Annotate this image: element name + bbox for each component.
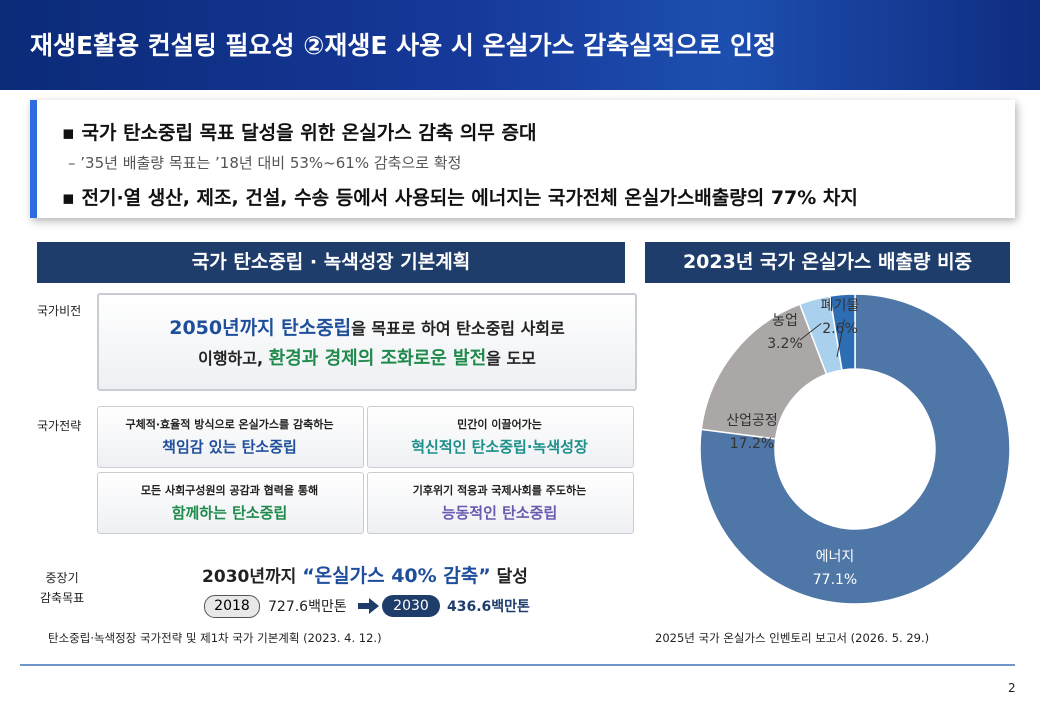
header-band [0, 0, 1040, 90]
row-label: 국가비전 [37, 304, 82, 318]
value-text: 436.6백만톤 [447, 599, 530, 615]
leader-line [836, 319, 845, 358]
vision-box [97, 293, 637, 391]
slice-value: 77.1% [813, 572, 857, 588]
section-title: 2023년 국가 온실가스 배출량 비중 [645, 242, 1010, 283]
donut-slice [699, 293, 1011, 605]
source: 탄소중립·녹색정장 국가전략 및 제1차 국가 기본계획 (2023. 4. 1… [48, 631, 382, 645]
slice-value: 2.6% [822, 321, 858, 337]
donut-slice [700, 303, 828, 440]
slice-label: 에너지 [816, 549, 855, 565]
slice-label: 폐기물 [821, 298, 860, 314]
vision-text: 2050년까지 탄소중립을 목표로 하여 탄소중립 사회로 이행하고, 환경과 … [97, 313, 637, 374]
text: 감축목표 [40, 591, 85, 605]
donut-chart: 에너지 77.1% 산업공정 17.2% 농업 3.2% 폐기물 2.6% [699, 293, 1011, 605]
year-pill: 2030 [382, 595, 440, 617]
slice-label: 농업 [772, 313, 798, 329]
strategy-box [97, 472, 364, 534]
row-label: 국가전략 [37, 419, 82, 433]
strategy-box [97, 406, 364, 468]
section-title: 국가 탄소중립 · 녹색성장 기본계획 [37, 242, 625, 283]
leader-line [799, 323, 822, 341]
strategy-box [367, 406, 634, 468]
slide-title: 재생E활용 컨설팅 필요성 ②재생E 사용 시 온실가스 감축실적으로 인정 [30, 31, 776, 60]
slice-value: 17.2% [730, 436, 774, 452]
summary-line: – ’35년 배출량 목표는 ’18년 대비 53%~61% 감축으로 확정 [68, 154, 462, 172]
text: 2030년까지 [202, 567, 303, 587]
strategy-big: 혁신적인 탄소중립·녹색성장 [411, 438, 588, 456]
strategy-small: 모든 사회구성원의 공감과 협력을 통해 [140, 484, 319, 497]
emphasis: “온실가스 40% 감축” [302, 565, 491, 587]
text: 을 도모 [486, 349, 536, 368]
strategy-big: 책임감 있는 탄소중립 [162, 438, 297, 456]
summary-accent [30, 100, 37, 218]
emphasis: 환경과 경제의 조화로운 발전 [268, 348, 487, 369]
text: 을 목표로 하여 탄소중립 사회로 [351, 319, 565, 338]
source: 2025년 국가 온실가스 인벤토리 보고서 (2026. 5. 29.) [655, 631, 930, 645]
emphasis: 2050년까지 탄소중립 [169, 317, 352, 339]
strategy-small: 기후위기 적응과 국제사회를 주도하는 [412, 484, 587, 497]
value-text: 727.6백만톤 [268, 599, 347, 615]
footer-line [20, 664, 1015, 666]
summary-line: ▪ 국가 탄소중립 목표 달성을 위한 온실가스 감축 의무 증대 [62, 122, 537, 144]
summary-box [30, 100, 1015, 218]
strategy-box [367, 472, 634, 534]
strategy-small: 구체적·효율적 방식으로 온실가스를 감축하는 [125, 418, 334, 431]
text: 중장기 [45, 571, 79, 585]
strategy-small: 민간이 이끌어가는 [457, 418, 542, 431]
page-number: 2 [1008, 681, 1016, 695]
text: 달성 [490, 567, 528, 587]
summary-line: ▪ 전기·열 생산, 제조, 건설, 수송 등에서 사용되는 에너지는 국가전체… [62, 187, 858, 209]
text: 이행하고, [198, 349, 269, 368]
strategy-big: 능동적인 탄소중립 [441, 504, 558, 522]
arrow [358, 598, 379, 614]
slice-label: 산업공정 [726, 413, 778, 429]
slice-value: 3.2% [767, 336, 803, 352]
target-text: 2030년까지 “온실가스 40% 감축” 달성 [97, 561, 633, 588]
year-pill: 2018 [204, 595, 260, 618]
strategy-big: 함께하는 탄소중립 [171, 504, 288, 522]
